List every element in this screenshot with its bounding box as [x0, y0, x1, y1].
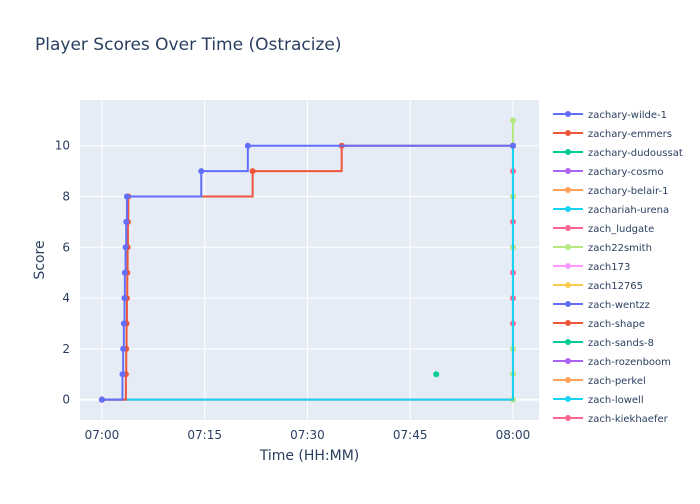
- data-point: [121, 269, 128, 276]
- x-tick-label: 07:00: [85, 428, 120, 442]
- legend-marker: [565, 149, 571, 155]
- x-tick-label: 08:00: [496, 428, 531, 442]
- series-zachary-dudoussat: [433, 371, 440, 378]
- legend-marker: [565, 320, 571, 326]
- legend-item: zachary-cosmo: [553, 167, 664, 178]
- legend-label: zachariah-urena: [588, 205, 669, 216]
- legend-item: zachary-emmers: [553, 129, 672, 140]
- y-axis-label: Score: [32, 240, 48, 279]
- data-point: [249, 168, 256, 175]
- chart-title: Player Scores Over Time (Ostracize): [35, 35, 342, 55]
- legend-marker: [565, 111, 571, 117]
- y-tick-label: 0: [62, 393, 70, 407]
- data-point: [119, 371, 126, 378]
- x-tick-label: 07:15: [187, 428, 222, 442]
- legend-marker: [565, 415, 571, 421]
- plot-background: [80, 100, 539, 420]
- data-point: [121, 295, 128, 302]
- data-point: [509, 117, 516, 124]
- legend-item: zach-lowell: [553, 395, 644, 406]
- legend-marker: [565, 187, 571, 193]
- legend-label: zach-rozenboom: [588, 357, 671, 368]
- legend-marker: [565, 339, 571, 345]
- y-tick-label: 10: [55, 139, 70, 153]
- legend-label: zachary-wilde-1: [588, 110, 667, 121]
- data-point: [122, 244, 129, 251]
- x-axis-label: Time (HH:MM): [259, 448, 360, 464]
- legend-label: zach-shape: [588, 319, 645, 330]
- legend-item: zach_ludgate: [553, 224, 654, 235]
- data-point: [120, 320, 127, 327]
- legend-label: zach_ludgate: [588, 224, 654, 235]
- legend-marker: [565, 377, 571, 383]
- series-line: [101, 145, 514, 401]
- legend-label: zach-wentzz: [588, 300, 650, 311]
- legend-label: zachary-dudoussat: [588, 148, 683, 159]
- legend-marker: [565, 282, 571, 288]
- y-tick-label: 6: [62, 240, 70, 254]
- y-tick-label: 8: [62, 190, 70, 204]
- legend-label: zach-kiekhaefer: [588, 414, 669, 425]
- legend-item: zach22smith: [553, 243, 652, 254]
- data-point: [98, 396, 105, 403]
- legend-item: zachary-dudoussat: [553, 148, 683, 159]
- legend-item: zachary-wilde-1: [553, 110, 667, 121]
- data-point: [123, 193, 130, 200]
- legend-item: zach-rozenboom: [553, 357, 671, 368]
- legend-label: zachary-cosmo: [588, 167, 664, 178]
- legend-label: zachary-belair-1: [588, 186, 668, 197]
- y-tick-label: 2: [62, 342, 70, 356]
- data-point: [120, 345, 127, 352]
- legend-marker: [565, 301, 571, 307]
- legend-marker: [565, 168, 571, 174]
- legend-marker: [565, 130, 571, 136]
- legend-label: zach-sands-8: [588, 338, 654, 349]
- legend-item: zach173: [553, 262, 630, 273]
- legend-item: zachary-belair-1: [553, 186, 668, 197]
- axes: 07:00 07:15 07:30 07:45 08:00 0 2 4 6 8 10: [55, 139, 531, 442]
- legend-label: zach-perkel: [588, 376, 646, 387]
- series-layer: [98, 117, 516, 403]
- legend-item: zach-shape: [553, 319, 645, 330]
- legend-marker: [565, 263, 571, 269]
- legend-label: zach-lowell: [588, 395, 644, 406]
- x-tick-label: 07:30: [290, 428, 325, 442]
- data-point: [509, 142, 516, 149]
- legend: zachary-wilde-1 zachary-emmers zachary-dud…: [553, 110, 683, 425]
- legend-item: zach-perkel: [553, 376, 646, 387]
- legend-item: zach-sands-8: [553, 338, 654, 349]
- data-point: [198, 168, 205, 175]
- series-zachary-wilde-1: [98, 142, 516, 403]
- data-point: [433, 371, 440, 378]
- legend-item: zachariah-urena: [553, 205, 669, 216]
- x-tick-label: 07:45: [393, 428, 428, 442]
- data-point: [123, 218, 130, 225]
- legend-item: zach12765: [553, 281, 643, 292]
- legend-item: zach-wentzz: [553, 300, 650, 311]
- legend-marker: [565, 358, 571, 364]
- y-tick-label: 4: [62, 291, 70, 305]
- legend-label: zach22smith: [588, 243, 652, 254]
- legend-label: zachary-emmers: [588, 129, 672, 140]
- legend-label: zach12765: [588, 281, 643, 292]
- legend-label: zach173: [588, 262, 630, 273]
- legend-marker: [565, 225, 571, 231]
- legend-item: zach-kiekhaefer: [553, 414, 669, 425]
- legend-marker: [565, 244, 571, 250]
- legend-marker: [565, 396, 571, 402]
- data-point: [244, 142, 251, 149]
- legend-marker: [565, 206, 571, 212]
